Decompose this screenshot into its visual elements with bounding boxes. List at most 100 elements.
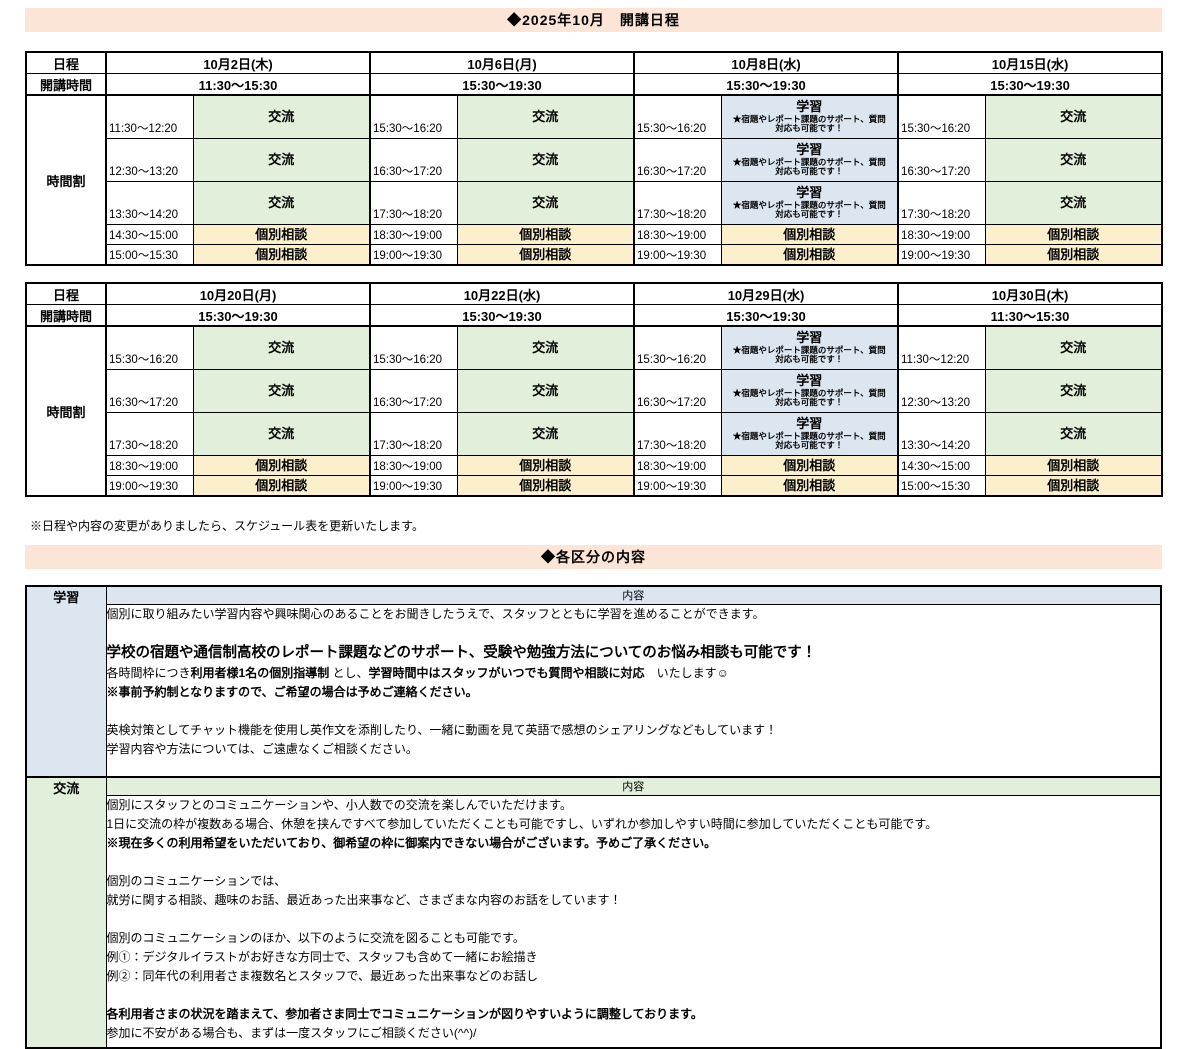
slot-time-cell: 15:00～15:30 <box>105 244 194 266</box>
slot-activity-cell: 個別相談 <box>720 224 899 245</box>
activity-label: 交流 <box>1060 383 1087 399</box>
section-body-row: 個別にスタッフとのコミュニケーションや、小人数での交流を楽しんでいただけます。 1… <box>26 795 1162 1049</box>
text-line <box>107 910 1160 929</box>
slot-activity-cell: 交流 <box>192 412 371 456</box>
slot-time-cell: 18:30～19:00 <box>105 455 194 476</box>
hours-cell: 11:30～15:30 <box>897 304 1163 327</box>
slot-activity-cell: 交流 <box>984 138 1163 182</box>
activity-label: 個別相談 <box>783 457 836 473</box>
slot-activity-cell: 交流 <box>984 369 1163 413</box>
slot-activity-cell: 個別相談 <box>192 224 371 245</box>
slot-time-cell: 12:30～13:20 <box>897 369 986 413</box>
dates-row: 日程 10月2日(木) 10月6日(月) 10月8日(水) 10月15日(水) <box>25 51 1163 74</box>
slot-time-cell: 19:00～19:30 <box>369 244 458 266</box>
hours-row: 開講時間 15:30～19:30 15:30～19:30 15:30～19:30 11:… <box>25 304 1163 327</box>
slot-activity-cell: 学習 ★宿題やレポート課題のサポート、質問 対応も可能です！ <box>720 94 899 139</box>
activity-label: 交流 <box>532 426 559 442</box>
section-label-exchange: 交流 <box>25 776 107 1049</box>
slot-time-cell: 16:30～17:20 <box>369 138 458 182</box>
slot-activity-cell: 交流 <box>456 369 635 413</box>
slot-time-cell: 17:30～18:20 <box>633 181 722 225</box>
hours-cell: 15:30～19:30 <box>369 304 635 327</box>
slot-activity-cell: 交流 <box>192 325 371 370</box>
slot-time-cell: 19:00～19:30 <box>633 244 722 266</box>
slot-time-cell: 15:00～15:30 <box>897 475 986 497</box>
text-line: ※事前予約制となりますので、ご希望の場合は予めご連絡ください。 <box>106 683 1160 702</box>
text-segment: 参加に不安がある場合も、まずは一度スタッフにご相談ください(^^)/ <box>106 1026 477 1040</box>
section-label-study: 学習 <box>25 585 107 778</box>
category-content-banner: ◆各区分の内容 <box>25 545 1162 569</box>
slot-time-cell: 17:30～18:20 <box>105 412 194 456</box>
slot-activity-cell: 個別相談 <box>192 244 371 266</box>
timetable-row-label: 時間割 <box>25 94 107 266</box>
slot-time-cell: 12:30～13:20 <box>105 138 194 182</box>
section-body-study: 個別に取り組みたい学習内容や興味関心のあることをお聞きしたうえで、スタッフととも… <box>105 604 1162 778</box>
slot-time-cell: 11:30～12:20 <box>897 325 986 370</box>
slot-activity-cell: 交流 <box>984 94 1163 139</box>
activity-label: 個別相談 <box>255 477 308 493</box>
text-segment: 利用者様1名の個別指導制 <box>190 666 330 680</box>
slot-activity-cell: 交流 <box>456 325 635 370</box>
text-segment: 例②：同年代の利用者さま複数名とスタッフで、最近あった出来事などのお話し <box>106 969 539 983</box>
text-line: 個別に取り組みたい学習内容や興味関心のあることをお聞きしたうえで、スタッフととも… <box>107 605 1160 624</box>
text-line <box>107 624 1160 643</box>
date-cell: 10月8日(水) <box>633 51 899 74</box>
text-segment: いたします☺ <box>644 666 729 680</box>
slot-row: 12:30～13:20 交流 16:30～17:20 交流 16:30～17:20 学習 ★… <box>26 138 1163 182</box>
slot-time-cell: 15:30～16:20 <box>633 325 722 370</box>
text-segment: とし、 <box>329 666 369 680</box>
slot-time-cell: 11:30～12:20 <box>105 94 194 139</box>
slot-activity-cell: 交流 <box>192 138 371 182</box>
slot-activity-cell: 交流 <box>456 138 635 182</box>
activity-sub-note: ★宿題やレポート課題のサポート、質問 対応も可能です！ <box>732 156 886 177</box>
text-line: 学習内容や方法については、ご遠慮なくご相談ください。 <box>106 740 1160 759</box>
slot-time-cell: 17:30～18:20 <box>633 412 722 456</box>
slot-activity-cell: 学習 ★宿題やレポート課題のサポート、質問 対応も可能です！ <box>720 369 899 413</box>
slot-time-cell: 19:00～19:30 <box>633 475 722 497</box>
slot-time-cell: 15:30～16:20 <box>633 94 722 139</box>
text-line: 学校の宿題や通信制高校のレポート課題などのサポート、受験や勉強方法についてのお悩… <box>107 643 1160 664</box>
activity-label: 個別相談 <box>783 477 836 493</box>
date-cell: 10月15日(水) <box>897 51 1163 74</box>
slot-time-cell: 17:30～18:20 <box>369 412 458 456</box>
activity-label: 交流 <box>268 109 295 125</box>
slot-time-cell: 16:30～17:20 <box>897 138 986 182</box>
activity-label: 個別相談 <box>1047 477 1100 493</box>
slot-time-cell: 18:30～19:00 <box>897 224 986 245</box>
activity-label: 交流 <box>268 426 295 442</box>
month-schedule-banner: ◆2025年10月 開講日程 <box>25 8 1162 32</box>
text-segment: 学習内容や方法については、ご遠慮なくご相談ください。 <box>106 742 418 756</box>
text-line: 個別のコミュニケーションでは、 <box>106 872 1160 891</box>
text-segment: 英検対策としてチャット機能を使用し英作文を添削したり、一緒に動画を見て英語で感想… <box>106 723 778 737</box>
hours-cell: 11:30～15:30 <box>104 73 371 96</box>
slot-time-cell: 15:30～16:20 <box>369 94 458 139</box>
text-segment: 就労に関する相談、趣味のお話、最近あった出来事など、さまざまな内容のお話をしてい… <box>106 893 622 907</box>
text-segment: ※事前予約制となりますので、ご希望の場合は予めご連絡ください。 <box>106 685 478 699</box>
text-segment: 個別のコミュニケーションのほか、以下のように交流を図ることも可能です。 <box>106 931 525 945</box>
hours-row-label: 開講時間 <box>25 304 107 327</box>
text-line: 各利用者さまの状況を踏まえて、参加者さま同士でコミュニケーションが図りやすいよう… <box>107 1005 1160 1024</box>
activity-label: 交流 <box>1060 109 1087 125</box>
schedule-table-october-second-half: 日程 10月20日(月) 10月22日(水) 10月29日(水) 10月30日(木) 開講… <box>25 282 1163 497</box>
timetable-row-label: 時間割 <box>25 325 107 497</box>
slot-activity-cell: 交流 <box>984 412 1163 456</box>
slot-time-cell: 16:30～17:20 <box>633 138 722 182</box>
activity-sub-note: ★宿題やレポート課題のサポート、質問 対応も可能です！ <box>732 387 886 408</box>
activity-sub-note: ★宿題やレポート課題のサポート、質問 対応も可能です！ <box>732 430 886 451</box>
slot-row: 15:00～15:30 個別相談 19:00～19:30 個別相談 19:00～19:3… <box>26 244 1163 266</box>
slot-time-cell: 17:30～18:20 <box>897 181 986 225</box>
slot-time-cell: 15:30～16:20 <box>369 325 458 370</box>
slot-activity-cell: 個別相談 <box>984 244 1163 266</box>
schedule-table-october-first-half: 日程 10月2日(木) 10月6日(月) 10月8日(水) 10月15日(水) 開講時間 1… <box>25 51 1164 266</box>
activity-label: 個別相談 <box>1047 246 1100 262</box>
text-line <box>107 853 1160 872</box>
text-segment: 個別のコミュニケーションでは、 <box>106 874 287 888</box>
section-content-header: 内容 <box>105 585 1162 605</box>
text-segment: 各時間枠につき <box>106 666 191 680</box>
activity-label: 交流 <box>268 383 295 399</box>
slot-activity-cell: 交流 <box>192 94 371 139</box>
slot-activity-cell: 個別相談 <box>720 455 899 476</box>
slot-row: 14:30～15:00 個別相談 18:30～19:00 個別相談 18:30～19:0… <box>26 224 1163 245</box>
activity-label: 個別相談 <box>519 457 572 473</box>
activity-label: 交流 <box>532 152 559 168</box>
